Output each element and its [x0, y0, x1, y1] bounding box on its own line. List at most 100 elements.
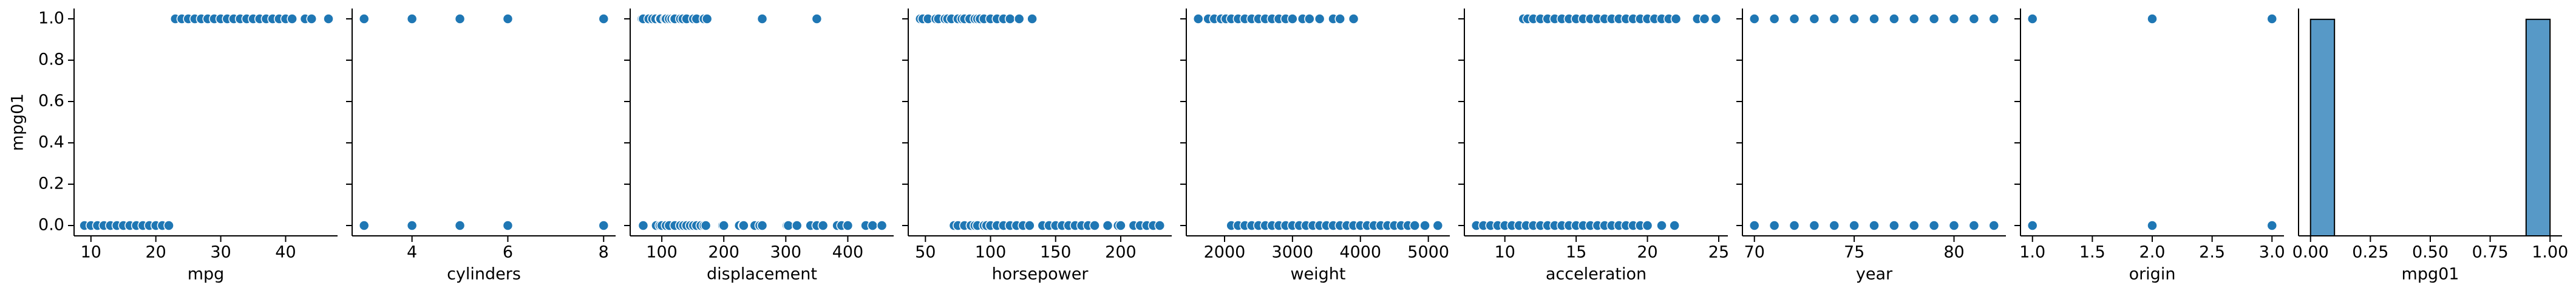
x-tick-label: 75: [1844, 243, 1864, 262]
point: [1809, 13, 1820, 24]
point: [358, 220, 370, 231]
x-axis-label: mpg: [188, 265, 225, 284]
x-tick-label: 100: [646, 243, 678, 262]
y-tick-label: 0.8: [38, 50, 64, 69]
y-tick-label: 0.4: [38, 133, 64, 152]
point: [287, 13, 297, 24]
point: [1769, 13, 1780, 24]
point: [1154, 220, 1166, 231]
x-tick-label: 80: [1943, 243, 1964, 262]
x-tick-label: 25: [1708, 243, 1729, 262]
x-axis-label: horsepower: [992, 265, 1089, 284]
point: [1889, 13, 1900, 24]
point: [598, 13, 610, 24]
point: [1809, 220, 1820, 231]
x-tick-label: 10: [81, 243, 101, 262]
point: [1115, 220, 1126, 231]
x-tick-label: 0.75: [2472, 243, 2509, 262]
point: [323, 13, 334, 24]
point: [406, 13, 418, 24]
point: [1948, 13, 1960, 24]
point: [406, 220, 418, 231]
point: [1968, 13, 1980, 24]
x-tick-label: 300: [770, 243, 802, 262]
point: [1642, 220, 1653, 231]
point: [791, 220, 803, 231]
x-axis-label: cylinders: [447, 265, 521, 284]
panel: 70 75 80 year: [1736, 9, 2006, 284]
point: [1889, 220, 1900, 231]
x-tick-label: 2.5: [2199, 243, 2225, 262]
point: [1192, 13, 1204, 24]
point: [1988, 13, 2000, 24]
point: [1314, 13, 1325, 24]
point: [1409, 220, 1421, 231]
y-tick-label: 0.0: [38, 216, 64, 235]
x-tick-label: 1.0: [2019, 243, 2045, 262]
y-tick-label: 1.0: [38, 9, 64, 28]
x-tick-label: 5000: [1407, 243, 1449, 262]
point: [1748, 13, 1760, 24]
point: [1027, 13, 1038, 24]
point: [1004, 13, 1016, 24]
point: [2266, 13, 2278, 24]
x-tick-label: 70: [1744, 243, 1765, 262]
x-tick-label: 4: [407, 243, 417, 262]
x-axis-label: displacement: [707, 265, 817, 284]
panel: 10 20 30 40 mpg 0.0 0.2 0.4 0.6 0.8 1.0 mpg01: [8, 9, 338, 284]
x-tick-label: 1.00: [2532, 243, 2568, 262]
x-tick-label: 4000: [1339, 243, 1381, 262]
bar: [2309, 18, 2336, 237]
x-axis-label: weight: [1290, 265, 1345, 284]
point: [1948, 220, 1960, 231]
point: [1928, 220, 1940, 231]
point: [1304, 13, 1315, 24]
x-tick-label: 0.00: [2292, 243, 2329, 262]
point: [1013, 13, 1025, 24]
x-axis-label: mpg01: [2402, 265, 2459, 284]
x-tick-label: 150: [1040, 243, 1072, 262]
y-tick-label: 0.6: [38, 92, 64, 111]
point: [1789, 13, 1800, 24]
point: [1669, 220, 1680, 231]
point: [502, 13, 514, 24]
point: [1869, 220, 1880, 231]
x-tick-label: 6: [503, 243, 513, 262]
point: [1909, 220, 1920, 231]
y-tick-label: 0.2: [38, 174, 64, 193]
point: [598, 220, 610, 231]
point: [1089, 220, 1100, 231]
point: [163, 220, 174, 231]
point: [817, 220, 829, 231]
point: [1024, 220, 1035, 231]
point: [1829, 13, 1840, 24]
x-tick-label: 30: [210, 243, 231, 262]
x-tick-label: 2000: [1204, 243, 1246, 262]
point: [1968, 220, 1980, 231]
x-tick-label: 15: [1566, 243, 1586, 262]
point: [2027, 13, 2038, 24]
point: [358, 13, 370, 24]
panel: 10 15 20 25 acceleration: [1458, 9, 1729, 284]
point: [1699, 13, 1710, 24]
x-tick-label: 20: [1637, 243, 1657, 262]
point: [1710, 13, 1722, 24]
point: [306, 13, 317, 24]
point: [1928, 13, 1940, 24]
x-tick-label: 2.0: [2139, 243, 2166, 262]
panel: 1.0 1.5 2.0 2.5 3.0 origin: [2014, 9, 2285, 284]
panel: 50 100 150 200 horsepower: [902, 9, 1172, 284]
point: [1988, 220, 2000, 231]
x-axis-label: origin: [2129, 265, 2176, 284]
point: [454, 13, 466, 24]
x-tick-label: 3.0: [2259, 243, 2285, 262]
point: [1849, 13, 1860, 24]
x-tick-label: 3000: [1272, 243, 1314, 262]
point: [811, 13, 823, 24]
point: [1334, 13, 1345, 24]
point: [2147, 220, 2158, 231]
point: [2027, 220, 2038, 231]
point: [1748, 220, 1760, 231]
x-axis-label: acceleration: [1546, 265, 1647, 284]
